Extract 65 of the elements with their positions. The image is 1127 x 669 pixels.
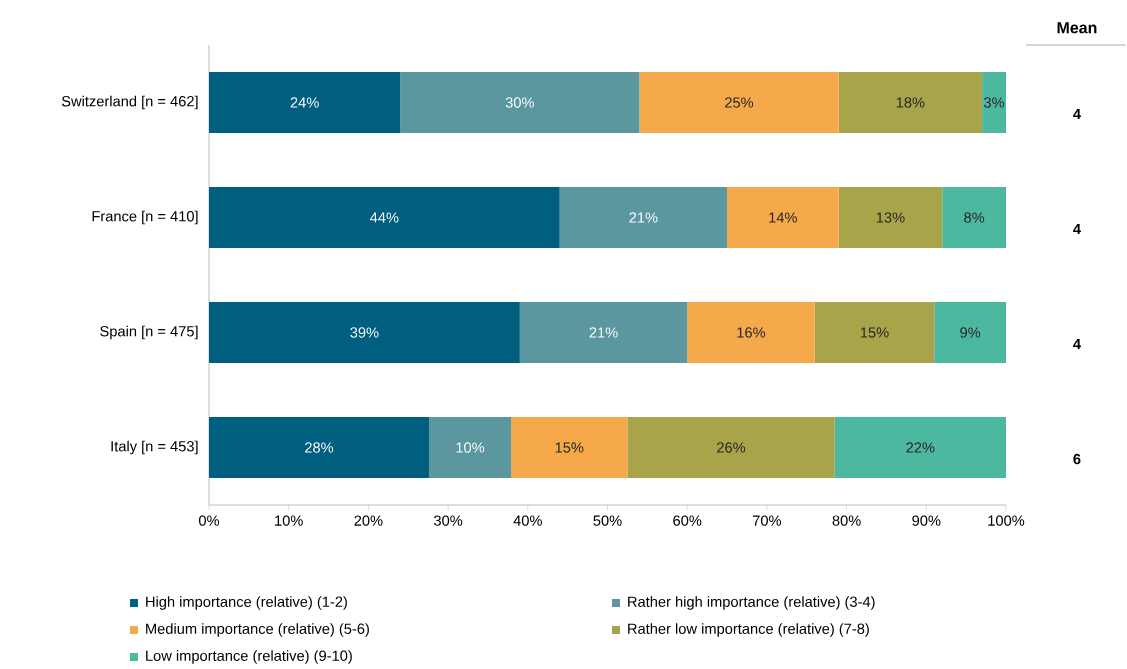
data-label: 8% [964,212,985,223]
bar [519,302,688,363]
text: 4 [1073,223,1081,235]
y-tick-label: Spain [n = 475] [100,325,198,340]
bar [511,417,628,478]
text: Mean [1057,22,1097,34]
data-label: 10% [456,442,485,453]
data-label: 26% [717,442,746,453]
bar [639,72,839,133]
bar [209,72,401,133]
text: 4 [1073,108,1081,120]
data-label: 15% [555,442,584,453]
bar [934,302,1007,363]
bar [559,187,728,248]
bar [727,187,839,248]
bar [209,187,560,248]
bar [209,417,429,478]
data-label: 22% [906,442,935,453]
bar [838,72,983,133]
text: 4 [1073,338,1081,350]
bar [687,302,815,363]
bar [400,72,640,133]
data-label: 24% [290,97,319,108]
bar [942,187,1007,248]
bar [209,302,520,363]
x-tick-label: 50% [593,515,622,526]
x-tick-label: 20% [354,515,383,526]
legend-label: Rather high importance (relative) (3-4) [628,596,875,610]
x-tick-label: 30% [433,515,463,526]
bar [834,417,1007,478]
y-tick-label: Switzerland [n = 462] [61,95,198,110]
x-tick-label: 80% [832,515,861,526]
data-label: 30% [505,97,534,108]
data-label: 16% [737,327,766,338]
legend-label: Medium importance (relative) (5-6) [146,623,369,637]
x-tick-label: 0% [198,515,220,526]
x-tick-label: 70% [752,515,782,526]
data-label: 28% [305,442,334,453]
legend-label: Rather low importance (relative) (7-8) [628,623,869,637]
data-label: 15% [860,327,889,338]
data-label: 9% [960,327,981,338]
x-tick-label: 100% [988,515,1025,526]
legend-label: Low importance (relative) (9-10) [146,650,352,664]
bar [982,72,1007,133]
y-tick-label: France [n = 410] [92,210,198,225]
data-label: 21% [629,212,658,223]
data-label: 39% [350,327,379,338]
text: 6 [1073,453,1081,465]
y-tick-label: Italy [n = 453] [111,440,198,455]
bar [814,302,935,363]
data-label: 21% [589,327,618,338]
data-label: 3% [984,97,1005,108]
data-label: 18% [896,97,925,108]
x-tick-label: 90% [912,515,941,526]
bar [627,417,835,478]
data-label: 44% [370,212,399,223]
x-tick-label: 40% [513,515,542,526]
data-label: 25% [725,97,754,108]
legend-label: High importance (relative) (1-2) [146,596,347,610]
bar [428,417,512,478]
data-label: 13% [876,212,905,223]
data-label: 14% [769,212,797,223]
x-tick-label: 60% [673,515,702,526]
x-tick-label: 10% [275,515,303,526]
bar [838,187,943,248]
